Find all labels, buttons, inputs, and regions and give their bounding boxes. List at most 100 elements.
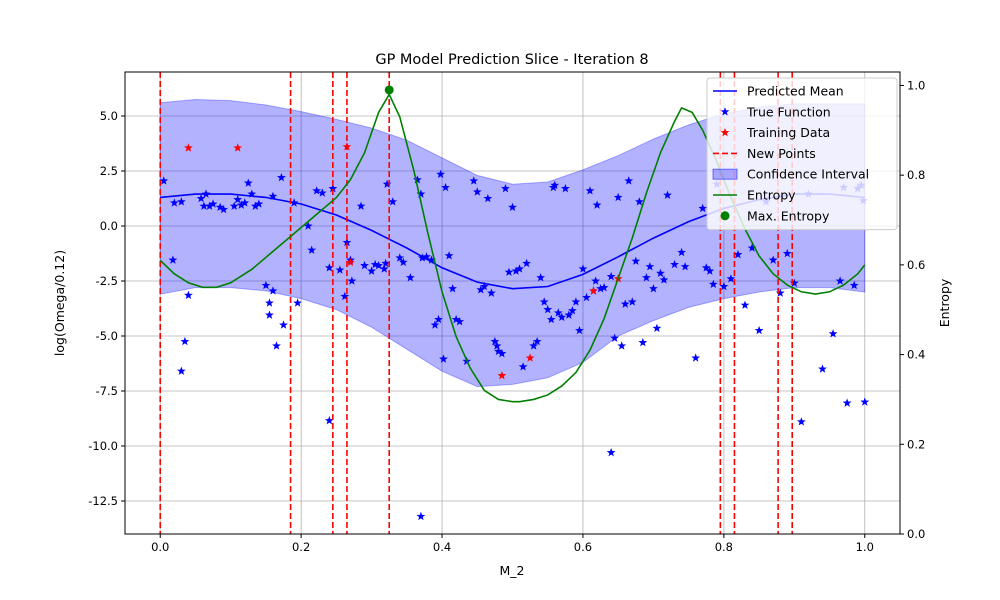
true-function-point xyxy=(279,320,288,329)
true-function-point xyxy=(501,184,510,193)
true-function-point xyxy=(370,259,380,269)
true-function-point xyxy=(243,178,253,187)
x-tick-label: 1.0 xyxy=(856,540,874,554)
true-function-point xyxy=(168,255,178,264)
plot-frame xyxy=(124,71,901,535)
true-function-point xyxy=(441,182,450,192)
true-function-point xyxy=(436,169,446,179)
y-tick-label: 5.0 xyxy=(100,109,118,123)
true-function-point xyxy=(652,323,662,333)
true-function-point xyxy=(479,281,489,291)
true-function-point xyxy=(439,354,448,363)
legend-label: Max. Entropy xyxy=(747,208,830,223)
true-function-point xyxy=(592,200,602,209)
legend-training-data-swatch xyxy=(720,128,730,137)
true-function-point xyxy=(374,261,384,270)
legend-entry: Predicted Mean xyxy=(713,84,844,99)
true-function-point xyxy=(522,258,531,268)
legend-label: New Points xyxy=(747,146,816,161)
true-function-point xyxy=(508,202,517,212)
true-function-point xyxy=(379,264,389,273)
true-function-point xyxy=(444,251,454,260)
true-function-point xyxy=(342,237,352,247)
true-function-point xyxy=(229,201,239,210)
true-function-point xyxy=(698,203,708,213)
true-function-point xyxy=(504,267,514,276)
true-function-point xyxy=(560,184,570,193)
true-function-point xyxy=(347,276,357,285)
true-function-point xyxy=(663,190,672,199)
true-function-point xyxy=(205,201,214,210)
legend-entry: Confidence Interval xyxy=(712,167,869,182)
legend-entry: Training Data xyxy=(720,125,830,140)
true-function-point xyxy=(303,221,313,230)
true-function-point xyxy=(849,280,859,290)
y-tick-label: -2.5 xyxy=(96,274,118,288)
true-function-point xyxy=(550,180,560,190)
true-function-point xyxy=(828,329,838,338)
true-function-point xyxy=(656,268,665,278)
true-function-point xyxy=(233,195,243,204)
true-function-point xyxy=(455,317,465,326)
true-function-point xyxy=(705,266,715,275)
true-function-point xyxy=(610,333,620,342)
legend-label: Training Data xyxy=(746,125,830,140)
true-function-point xyxy=(539,297,549,306)
max-entropy-point xyxy=(384,85,394,95)
true-function-point xyxy=(184,290,193,300)
true-function-point xyxy=(634,197,644,206)
true-function-point xyxy=(356,201,366,210)
true-function-point xyxy=(789,278,799,287)
legend-label: Confidence Interval xyxy=(747,167,869,182)
legend-box xyxy=(706,77,898,231)
true-function-point xyxy=(169,198,179,207)
true-function-point xyxy=(250,201,260,210)
true-function-point xyxy=(606,448,616,457)
true-function-point xyxy=(388,197,398,206)
true-function-point xyxy=(293,298,302,307)
true-function-point xyxy=(631,256,641,265)
true-function-point xyxy=(620,299,630,308)
true-function-point xyxy=(268,286,278,295)
true-function-point xyxy=(215,202,225,212)
true-function-point xyxy=(599,283,609,292)
true-function-point xyxy=(818,364,827,373)
legend-true-function-swatch xyxy=(720,107,730,116)
true-function-point xyxy=(476,285,486,294)
legend-entry: Entropy xyxy=(713,188,796,203)
true-function-point xyxy=(591,276,601,285)
true-function-point xyxy=(677,247,686,257)
true-function-point xyxy=(627,297,637,306)
true-function-point xyxy=(382,179,392,188)
legend-label: Entropy xyxy=(747,188,796,203)
y-tick-label: -5.0 xyxy=(96,329,118,343)
true-function-point xyxy=(492,341,502,350)
true-function-point xyxy=(775,288,785,297)
legend-label: Predicted Mean xyxy=(747,84,844,99)
true-function-point xyxy=(596,284,605,293)
true-function-point xyxy=(317,188,327,197)
true-function-point xyxy=(842,398,852,407)
true-function-point xyxy=(564,310,574,319)
true-function-point xyxy=(430,320,440,329)
x-tick-label: 0.4 xyxy=(433,540,451,554)
true-function-point xyxy=(272,341,281,350)
y2-tick-label: 0.2 xyxy=(907,437,925,451)
training-data-point xyxy=(497,371,507,380)
true-function-point xyxy=(796,417,806,426)
true-function-point xyxy=(638,338,648,347)
true-function-point xyxy=(472,187,482,196)
true-function-point xyxy=(782,248,792,258)
x-axis-label: M_2 xyxy=(500,563,525,578)
y2-tick-label: 0.0 xyxy=(907,527,925,541)
true-function-point xyxy=(247,189,257,198)
x-tick-label: 0.2 xyxy=(292,540,310,554)
true-function-point xyxy=(360,261,369,270)
true-function-point xyxy=(324,263,334,272)
true-function-point xyxy=(529,341,539,350)
true-function-point xyxy=(571,297,581,306)
y-tick-label: 0.0 xyxy=(100,219,118,233)
true-function-point xyxy=(405,273,415,282)
true-function-point xyxy=(511,266,521,275)
legend-max-entropy-swatch xyxy=(720,211,730,221)
